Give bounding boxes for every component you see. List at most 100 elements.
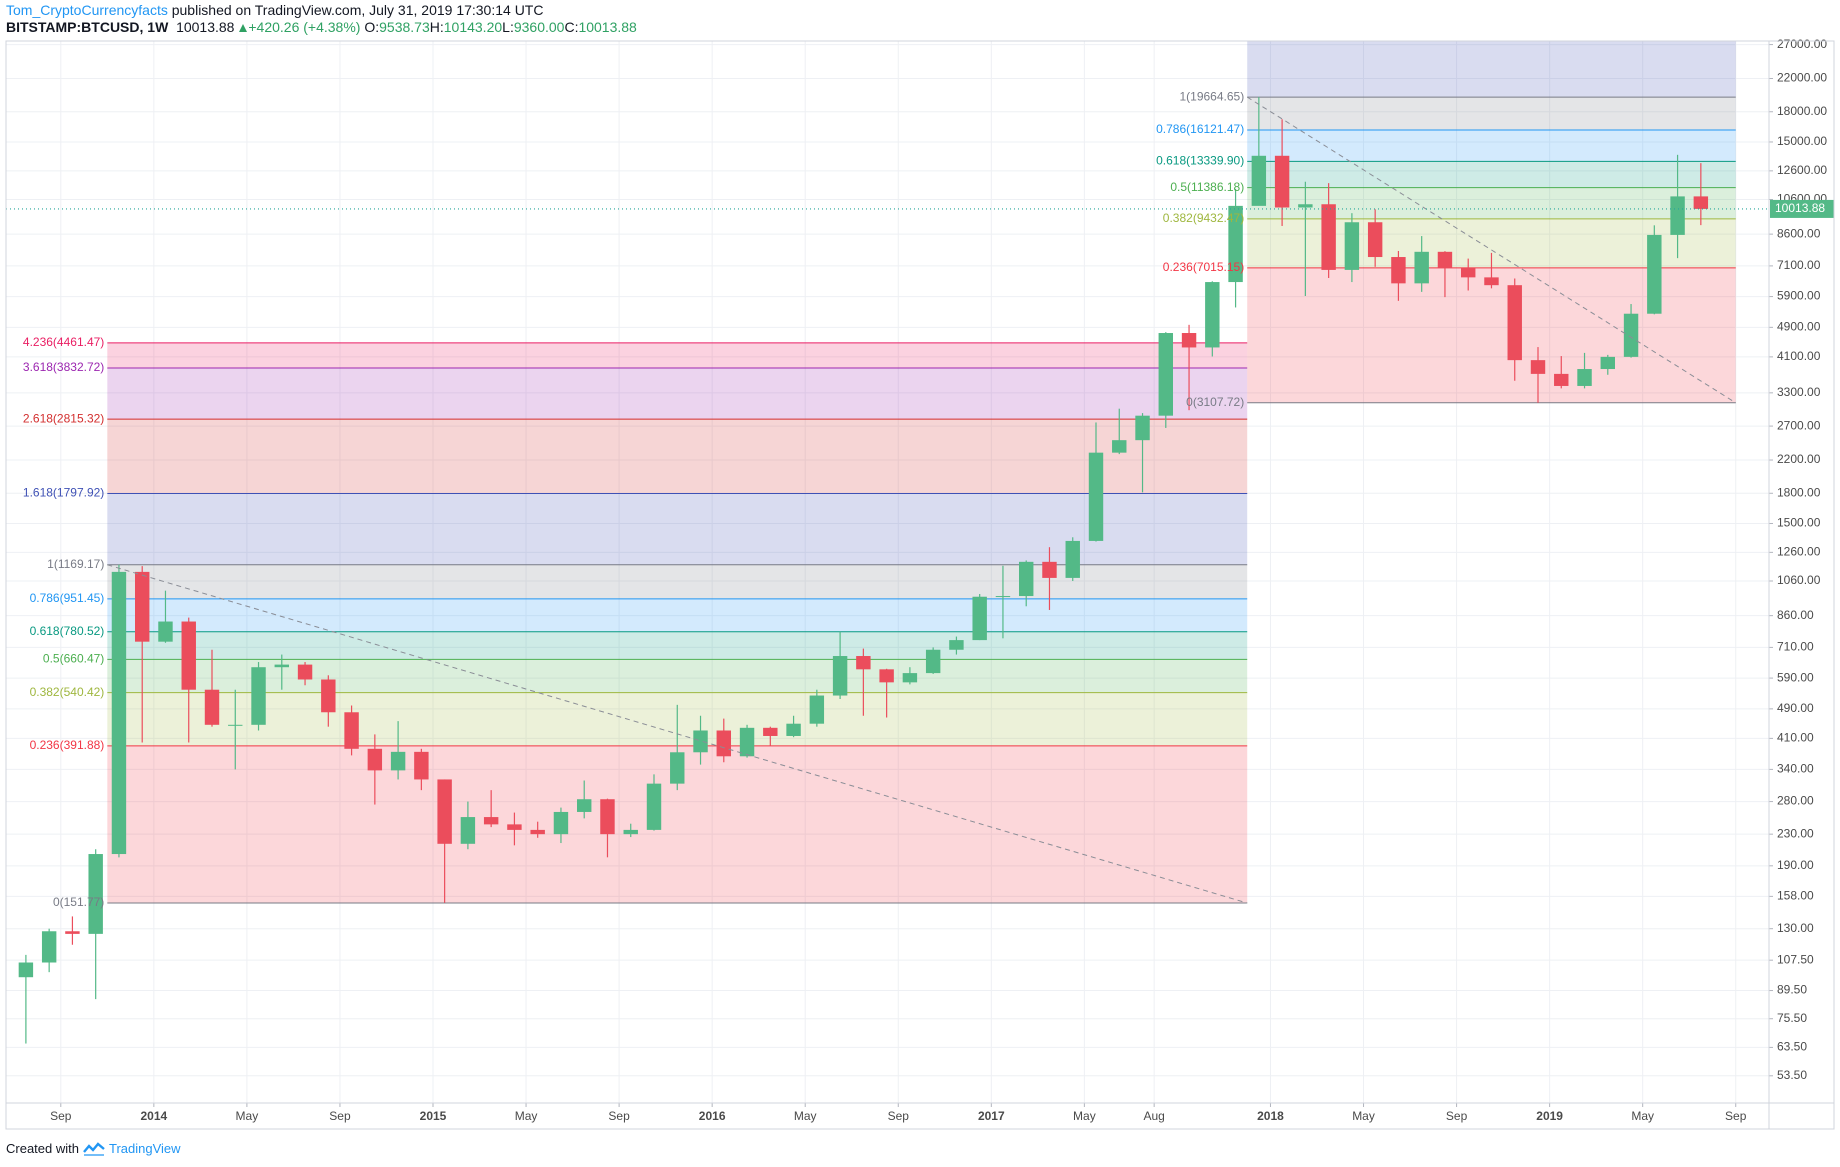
candle-body [414,751,429,780]
fib-label: 0.786(16121.47) [1156,122,1244,136]
y-tick-label: 1500.00 [1777,516,1821,530]
y-tick-label: 190.00 [1777,858,1814,872]
x-tick-label: May [236,1109,259,1123]
candle-body [693,730,708,753]
candle-body [646,783,662,830]
y-tick-label: 860.00 [1777,608,1814,622]
y-tick-label: 3300.00 [1777,385,1821,399]
fib-trend-line [107,564,1248,904]
candle-body [832,656,848,696]
candle-body [576,799,592,812]
x-tick-label: Sep [608,1109,630,1123]
x-tick-label: Sep [888,1109,910,1123]
candle-body [1042,561,1057,578]
candle-body [1507,285,1522,361]
fib-label: 0.5(11386.18) [1170,180,1244,194]
up-arrow [239,24,248,32]
fib-zone [107,493,1248,565]
candle-body [809,695,825,724]
ohlc-label: L: [502,19,514,35]
candle-body [181,621,196,690]
candle-body [134,571,150,642]
candle-body [1414,251,1429,284]
y-tick-label: 2200.00 [1777,452,1821,466]
y-tick-label: 340.00 [1777,762,1814,776]
candle-body [1158,333,1174,416]
candle-body [1623,313,1639,357]
candle-body [111,571,127,855]
x-tick-label: 2014 [140,1109,167,1123]
x-tick-label: 2019 [1536,1109,1563,1123]
footer: Created with TradingView [6,1141,181,1156]
fib-label: 0.382(9432.47) [1163,211,1244,225]
candle-body [390,751,406,771]
candle-body [716,730,732,757]
y-tick-label: 710.00 [1777,640,1814,654]
candle-body [972,596,987,641]
ohlc-value: 9360.00 [513,19,565,35]
fib-zone [107,659,1248,693]
fib-label: 0(3107.72) [1186,395,1244,409]
publish-line: Tom_CryptoCurrencyfacts published on Tra… [6,2,637,19]
ohlc: O:9538.73H:10143.20L:9360.00C:10013.88 [364,19,637,35]
candle-body [18,962,34,978]
candle-body [1181,333,1197,348]
candle-body [1112,440,1127,453]
candle-body [623,829,638,835]
chart-frame [5,40,1835,1130]
fib-label: 1.618(1797.92) [23,486,104,500]
fib-zone [1247,97,1736,131]
fib-zone [1247,130,1736,162]
candle-body [1088,452,1104,541]
y-tick-label: 107.50 [1777,952,1814,966]
brand[interactable]: TradingView [108,1141,181,1156]
y-tick-label: 410.00 [1777,731,1814,745]
candle-body [1018,561,1034,597]
candle-body [530,829,545,835]
author[interactable]: Tom_CryptoCurrencyfacts [6,2,168,18]
candle-body [739,727,755,757]
fib-label: 0.5(660.47) [43,652,104,666]
fib-label: 0.618(780.52) [30,624,105,638]
symbol: BITSTAMP:BTCUSD, 1W [6,19,169,35]
fib-label: 0.618(13339.90) [1156,154,1244,168]
candle-body [1693,196,1709,209]
candle-body [763,727,778,736]
y-tick-label: 2700.00 [1777,418,1821,432]
candle-body [995,596,1011,598]
candle-body [856,656,871,670]
y-tick-label: 18000.00 [1777,104,1827,118]
candle-body [1484,277,1499,286]
candle-body [925,649,941,674]
y-tick-label: 4900.00 [1777,320,1821,334]
fib-label: 3.618(3832.72) [23,360,104,374]
x-tick-label: 2018 [1257,1109,1284,1123]
candle-body [879,669,894,683]
candle-body [1554,373,1569,386]
y-tick-label: 7100.00 [1777,258,1821,272]
fib-zone [107,419,1248,494]
candle-body [1065,540,1080,578]
candle-body [1135,415,1150,441]
y-tick-label: 63.50 [1777,1040,1807,1054]
candle-body [600,799,615,835]
y-tick-label: 4100.00 [1777,349,1821,363]
candle-body [1367,222,1383,258]
candle-body [1600,356,1616,370]
x-tick-label: Sep [1446,1109,1468,1123]
fib-label: 1(19664.65) [1179,89,1244,103]
candle-body [1298,204,1313,208]
candle-body [344,712,359,749]
y-tick-label: 1260.00 [1777,545,1821,559]
candle-body [1647,234,1662,314]
x-tick-label: 2016 [699,1109,726,1123]
y-tick-label: 12600.00 [1777,163,1827,177]
x-tick-label: Sep [1725,1109,1747,1123]
candle-body [1530,360,1546,374]
x-tick-label: May [1631,1109,1654,1123]
last-price-box [1770,199,1834,218]
fib-zone [107,342,1248,369]
fib-zone [107,368,1248,420]
candle-body [297,664,313,680]
